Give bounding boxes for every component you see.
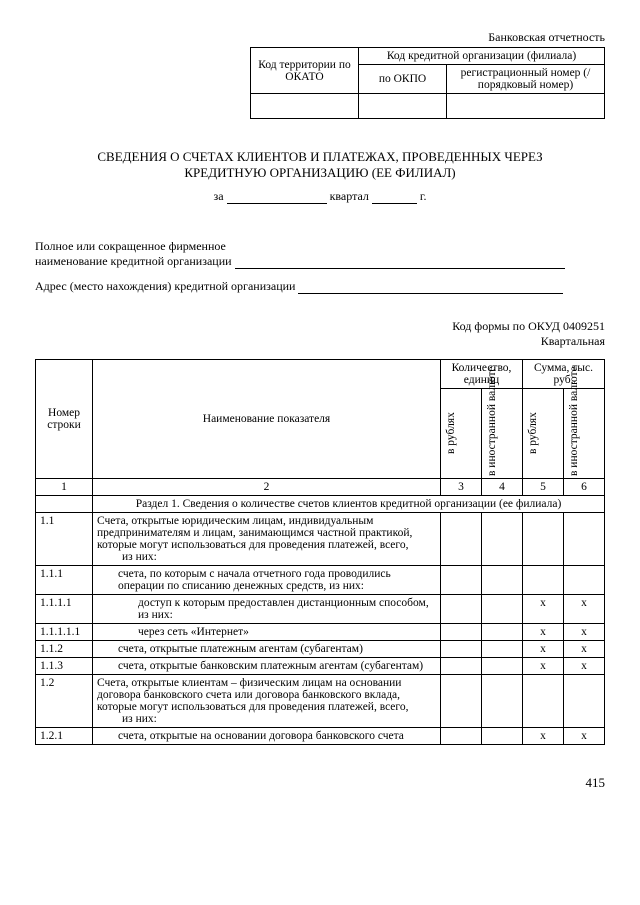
row-number: 1.1.3 [36, 658, 93, 675]
row-value [441, 624, 482, 641]
row-indicator: счета, по которым с начала отчетного год… [93, 566, 441, 595]
row-value [564, 513, 605, 566]
row-value: x [564, 728, 605, 745]
row-indicator: Счета, открытые юридическим лицам, индив… [93, 513, 441, 566]
th-col2: 2 [93, 479, 441, 496]
section1-title: Раздел 1. Сведения о количестве счетов к… [93, 496, 605, 513]
org-name-blank [235, 256, 565, 269]
row-value [482, 641, 523, 658]
th-qty-rub: в рублях [441, 389, 482, 479]
main-data-table: Номер строки Наименование показателя Кол… [35, 359, 605, 745]
org-address-label: Адрес (место нахождения) кредитной орган… [35, 279, 295, 293]
row-value [441, 675, 482, 728]
org-name-label2: наименование кредитной организации [35, 254, 232, 268]
row-value [441, 513, 482, 566]
row-indicator: Счета, открытые клиентам – физическим ли… [93, 675, 441, 728]
period-prefix: за [214, 189, 224, 203]
row-value [482, 624, 523, 641]
code-okpo-value [359, 94, 447, 119]
form-code-block: Код формы по ОКУД 0409251 Квартальная [35, 319, 605, 349]
th-quantity: Количество, единиц [441, 360, 523, 389]
row-value: x [523, 595, 564, 624]
row-indicator: через сеть «Интернет» [93, 624, 441, 641]
row-number: 1.2.1 [36, 728, 93, 745]
row-value [523, 513, 564, 566]
row-value [523, 566, 564, 595]
document-title: СВЕДЕНИЯ О СЧЕТАХ КЛИЕНТОВ И ПЛАТЕЖАХ, П… [35, 149, 605, 181]
row-value [441, 728, 482, 745]
row-value: x [523, 641, 564, 658]
th-qty-fx: в иностранной валюте [482, 389, 523, 479]
row-number: 1.1.1.1.1 [36, 624, 93, 641]
row-number: 1.1.1.1 [36, 595, 93, 624]
row-value [441, 566, 482, 595]
code-okpo-header: по ОКПО [359, 65, 447, 94]
period-suffix: г. [420, 189, 427, 203]
row-value: x [564, 624, 605, 641]
page-number: 415 [35, 775, 605, 791]
row-value [564, 675, 605, 728]
code-org-header: Код кредитной организации (филиала) [359, 48, 605, 65]
org-name-label1: Полное или сокращенное фирменное [35, 239, 226, 253]
org-name-field: Полное или сокращенное фирменное наимено… [35, 239, 605, 269]
row-indicator: счета, открытые платежным агентам (субаг… [93, 641, 441, 658]
row-value: x [564, 658, 605, 675]
code-territory-value [251, 94, 359, 119]
th-sum-rub: в рублях [523, 389, 564, 479]
period-mid: квартал [330, 189, 369, 203]
row-indicator: счета, открытые банковским платежным аге… [93, 658, 441, 675]
row-value [482, 658, 523, 675]
row-value [441, 658, 482, 675]
row-number: 1.2 [36, 675, 93, 728]
code-territory-header: Код территории по ОКАТО [251, 48, 359, 94]
row-value [564, 566, 605, 595]
th-col5: 5 [523, 479, 564, 496]
row-indicator: счета, открытые на основании договора ба… [93, 728, 441, 745]
org-address-blank [298, 281, 563, 294]
title-line2: КРЕДИТНУЮ ОРГАНИЗАЦИЮ (ЕЕ ФИЛИАЛ) [184, 165, 455, 180]
row-value [482, 566, 523, 595]
period-quarter-blank [227, 191, 327, 204]
code-regnum-header: регистрационный номер (/порядковый номер… [447, 65, 605, 94]
code-table: Код территории по ОКАТО Код кредитной ор… [250, 47, 605, 119]
row-value: x [523, 658, 564, 675]
section1-numcell [36, 496, 93, 513]
row-value [482, 513, 523, 566]
row-number: 1.1 [36, 513, 93, 566]
row-value: x [523, 728, 564, 745]
th-indicator: Наименование показателя [93, 360, 441, 479]
th-col1: 1 [36, 479, 93, 496]
row-value [441, 641, 482, 658]
th-col4: 4 [482, 479, 523, 496]
period-year-blank [372, 191, 417, 204]
row-value: x [523, 624, 564, 641]
row-value [441, 595, 482, 624]
th-sum-fx: в иностранной валюте [564, 389, 605, 479]
th-col3: 3 [441, 479, 482, 496]
row-indicator: доступ к которым предоставлен дистанцион… [93, 595, 441, 624]
row-value [482, 728, 523, 745]
org-address-field: Адрес (место нахождения) кредитной орган… [35, 279, 605, 294]
th-sum: Сумма, тыс. руб. [523, 360, 605, 389]
th-row-number: Номер строки [36, 360, 93, 479]
row-value [482, 675, 523, 728]
code-regnum-value [447, 94, 605, 119]
form-code: Код формы по ОКУД 0409251 [452, 319, 605, 333]
row-value: x [564, 641, 605, 658]
period-line: за квартал г. [35, 189, 605, 204]
row-value: x [564, 595, 605, 624]
reporting-label: Банковская отчетность [35, 30, 605, 45]
row-value [523, 675, 564, 728]
row-value [482, 595, 523, 624]
row-number: 1.1.2 [36, 641, 93, 658]
title-line1: СВЕДЕНИЯ О СЧЕТАХ КЛИЕНТОВ И ПЛАТЕЖАХ, П… [97, 149, 542, 164]
form-period: Квартальная [541, 334, 605, 348]
row-number: 1.1.1 [36, 566, 93, 595]
th-col6: 6 [564, 479, 605, 496]
